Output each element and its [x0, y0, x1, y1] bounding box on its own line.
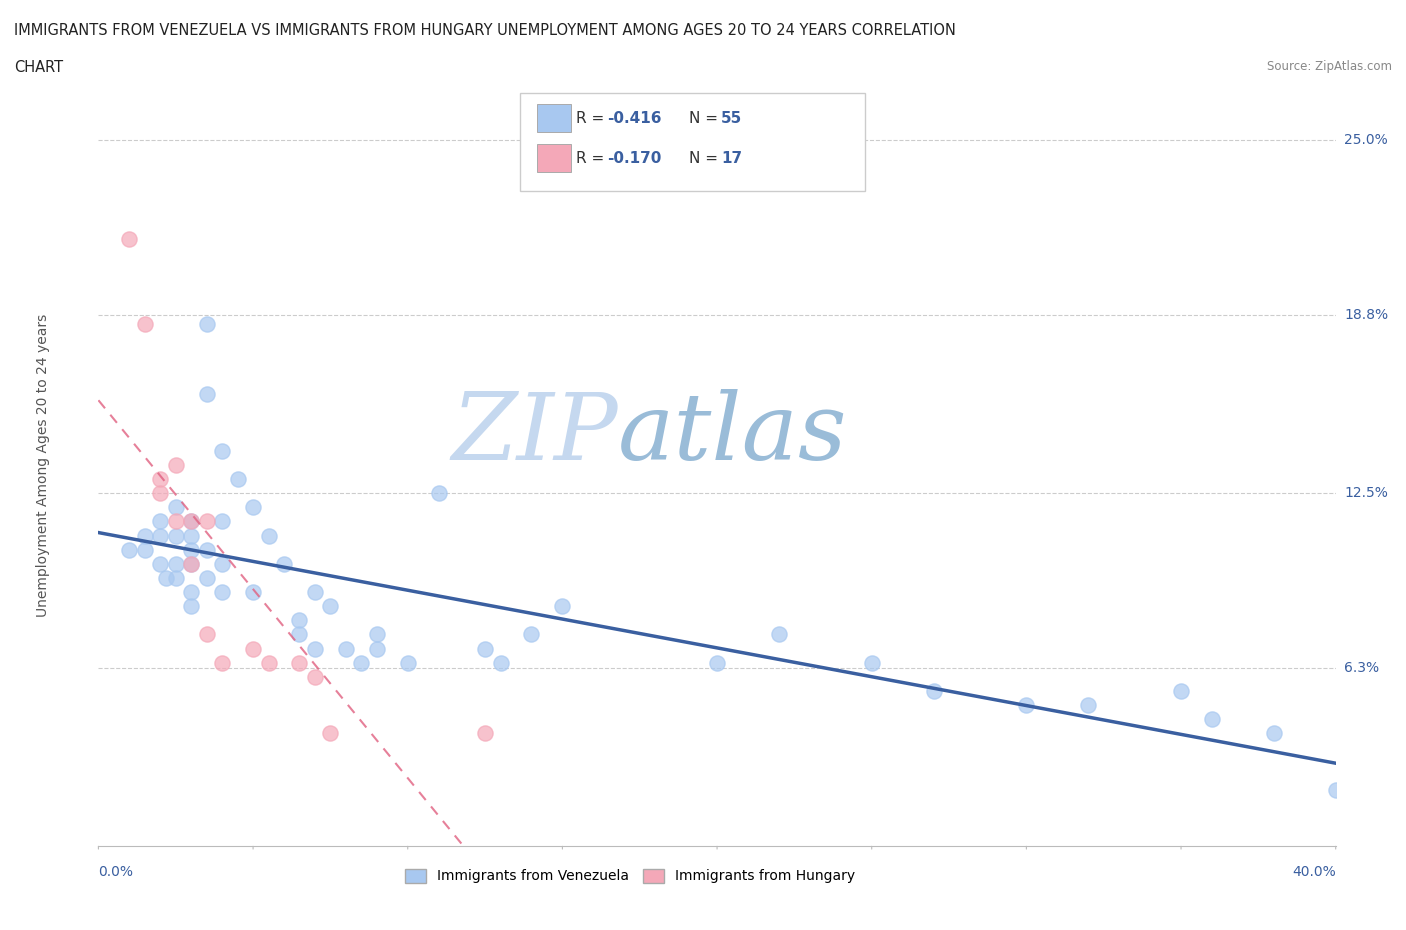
Point	[195, 627, 218, 642]
Text: Source: ZipAtlas.com: Source: ZipAtlas.com	[1267, 60, 1392, 73]
Point	[165, 570, 187, 585]
Point	[1324, 782, 1347, 797]
Point	[134, 542, 156, 557]
Point	[149, 472, 172, 486]
Text: 0.0%: 0.0%	[98, 865, 134, 880]
Point	[180, 542, 202, 557]
Point	[149, 485, 172, 500]
Point	[1201, 711, 1223, 726]
Point	[427, 485, 450, 500]
Point	[288, 656, 311, 671]
Point	[165, 514, 187, 529]
Point	[257, 656, 280, 671]
Point	[1015, 698, 1038, 712]
Text: atlas: atlas	[619, 390, 848, 480]
Point	[1263, 726, 1285, 741]
Point	[211, 585, 233, 600]
Point	[366, 627, 388, 642]
Point	[396, 656, 419, 671]
Point	[304, 641, 326, 656]
Point	[350, 656, 373, 671]
Point	[304, 670, 326, 684]
Point	[1077, 698, 1099, 712]
Point	[155, 570, 177, 585]
Point	[211, 514, 233, 529]
Text: 17: 17	[721, 151, 742, 166]
Text: IMMIGRANTS FROM VENEZUELA VS IMMIGRANTS FROM HUNGARY UNEMPLOYMENT AMONG AGES 20 : IMMIGRANTS FROM VENEZUELA VS IMMIGRANTS …	[14, 23, 956, 38]
Point	[319, 599, 342, 614]
Point	[149, 528, 172, 543]
Point	[860, 656, 883, 671]
Point	[149, 556, 172, 571]
Point	[118, 232, 141, 246]
Text: N =: N =	[689, 111, 723, 126]
Point	[195, 514, 218, 529]
Text: Unemployment Among Ages 20 to 24 years: Unemployment Among Ages 20 to 24 years	[35, 313, 49, 617]
Point	[165, 458, 187, 472]
Point	[134, 528, 156, 543]
Point	[273, 556, 295, 571]
Point	[304, 585, 326, 600]
Point	[211, 444, 233, 458]
Point	[551, 599, 574, 614]
Point	[474, 641, 496, 656]
Point	[922, 684, 945, 698]
Point	[195, 542, 218, 557]
Point	[366, 641, 388, 656]
Point	[226, 472, 249, 486]
Point	[134, 316, 156, 331]
Point	[180, 585, 202, 600]
Point	[180, 599, 202, 614]
Point	[165, 500, 187, 515]
Point	[706, 656, 728, 671]
Point	[180, 528, 202, 543]
Point	[180, 514, 202, 529]
Legend: Immigrants from Venezuela, Immigrants from Hungary: Immigrants from Venezuela, Immigrants fr…	[399, 863, 860, 889]
Text: 6.3%: 6.3%	[1344, 661, 1379, 675]
Point	[195, 316, 218, 331]
Point	[520, 627, 543, 642]
Point	[180, 556, 202, 571]
Point	[180, 556, 202, 571]
Text: N =: N =	[689, 151, 723, 166]
Point	[1170, 684, 1192, 698]
Point	[288, 613, 311, 628]
Point	[242, 585, 264, 600]
Point	[474, 726, 496, 741]
Point	[118, 542, 141, 557]
Text: R =: R =	[576, 111, 610, 126]
Point	[180, 514, 202, 529]
Point	[165, 528, 187, 543]
Point	[257, 528, 280, 543]
Point	[242, 500, 264, 515]
Point	[165, 556, 187, 571]
Point	[288, 627, 311, 642]
Point	[319, 726, 342, 741]
Text: CHART: CHART	[14, 60, 63, 75]
Text: 12.5%: 12.5%	[1344, 486, 1388, 500]
Text: R =: R =	[576, 151, 610, 166]
Text: -0.416: -0.416	[607, 111, 662, 126]
Text: 18.8%: 18.8%	[1344, 309, 1388, 323]
Text: -0.170: -0.170	[607, 151, 662, 166]
Text: 40.0%: 40.0%	[1292, 865, 1336, 880]
Point	[242, 641, 264, 656]
Point	[195, 570, 218, 585]
Point	[211, 556, 233, 571]
Point	[149, 514, 172, 529]
Text: ZIP: ZIP	[451, 390, 619, 480]
Point	[195, 387, 218, 402]
Point	[489, 656, 512, 671]
Text: 25.0%: 25.0%	[1344, 133, 1388, 147]
Point	[335, 641, 357, 656]
Point	[211, 656, 233, 671]
Point	[768, 627, 790, 642]
Text: 55: 55	[721, 111, 742, 126]
